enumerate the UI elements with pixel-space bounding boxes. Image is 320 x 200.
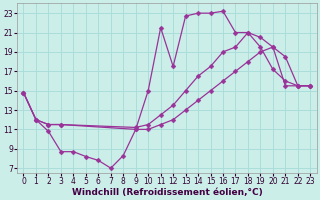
- X-axis label: Windchill (Refroidissement éolien,°C): Windchill (Refroidissement éolien,°C): [72, 188, 262, 197]
